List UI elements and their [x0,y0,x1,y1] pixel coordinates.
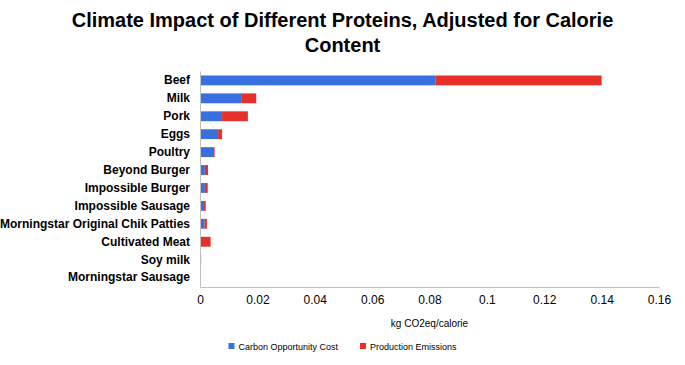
tick: Milk [167,91,200,105]
tick: Beyond Burger [103,163,200,177]
bar [200,75,435,85]
background [0,0,685,365]
tick-label: Beyond Burger [103,163,190,177]
bars [200,75,602,282]
tick-label: Beef [164,73,191,87]
axis-title: kg CO2eq/calorie [391,318,469,329]
tick: Soy milk [141,253,200,267]
bar [205,183,208,193]
tick: 0.1 [479,287,496,307]
bar [200,147,214,157]
bar [201,237,211,247]
tick: 0.08 [418,287,442,307]
tick-label: 0.16 [648,293,672,307]
tick: 0.16 [648,287,672,307]
bar [205,219,207,229]
tick: Morningstar Sausage [68,270,200,284]
tick-label: 0.14 [590,293,614,307]
tick-label: 0.06 [361,293,385,307]
legend-swatch [360,343,366,349]
tick: 0.12 [533,287,557,307]
bar [200,111,222,121]
bar [218,129,222,139]
tick: 0.02 [246,287,270,307]
tick: 0.14 [590,287,614,307]
legend-item: Production Emissions [360,342,457,352]
chart: Climate Impact of Different Proteins, Ad… [0,0,685,365]
y-axis-line [200,72,201,288]
bar [204,201,206,211]
series [200,75,602,282]
bar [242,93,256,103]
tick-label: Impossible Sausage [75,199,191,213]
tick-label: Pork [163,109,190,123]
tick-label: Poultry [149,145,191,159]
plot: 0 0.02 0.04 0.06 0.08 0.1 0.12 0.14 0.16 Beef Milk… [0,72,672,307]
tick-label: Cultivated Meat [101,235,190,249]
tick: Poultry [149,145,200,159]
bar [214,147,216,157]
bar [200,93,242,103]
tick: Cultivated Meat [101,235,200,249]
tick: 0.06 [361,287,385,307]
bar [200,129,218,139]
tick-label: Soy milk [141,253,191,267]
tick: 0.04 [304,287,328,307]
x-axis-line [201,287,660,288]
tick-label: 0.08 [418,293,442,307]
bar [222,111,248,121]
x-axis: 0 0.02 0.04 0.06 0.08 0.1 0.12 0.14 0.16 [197,287,671,307]
tick: Impossible Sausage [75,199,200,213]
tick-label: 0.04 [304,293,328,307]
tick: Beef [164,73,200,87]
tick-label: 0.02 [246,293,270,307]
tick: Morningstar Original Chik Patties [0,217,200,231]
tick-label: Morningstar Original Chik Patties [0,217,190,231]
tick-label: Impossible Burger [85,181,191,195]
tick-label: 0 [197,293,204,307]
tick-label: Eggs [161,127,191,141]
tick: Impossible Burger [85,181,200,195]
tick: 0 [197,287,204,307]
tick: Eggs [161,127,200,141]
tick-label: Milk [167,91,191,105]
legend-swatch [228,343,234,349]
tick-label: 0.12 [533,293,557,307]
tick-label: 0.1 [479,293,496,307]
legend-label: Carbon Opportunity Cost [238,342,338,352]
y-axis: Beef Milk Pork Eggs Poultry Beyond Burger Impo… [0,72,201,288]
legend-label: Production Emissions [370,342,457,352]
series [200,75,435,264]
legend: Carbon Opportunity Cost Production Emissi… [228,342,457,352]
tick: Pork [163,109,200,123]
bar [205,165,208,175]
bar [435,75,601,85]
tick-label: Morningstar Sausage [68,270,190,284]
legend-item: Carbon Opportunity Cost [228,342,338,352]
title: Climate Impact of Different Proteins, Ad… [72,9,614,56]
